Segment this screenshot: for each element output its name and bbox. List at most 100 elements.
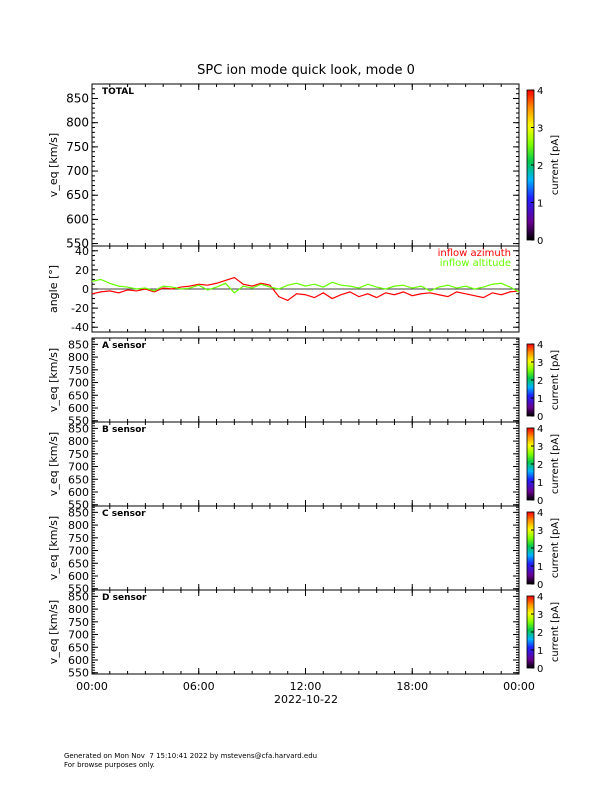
colorbar-tick-label: 0 xyxy=(537,236,543,247)
colorbar-label: current [pA] xyxy=(550,350,561,410)
y-tick-label: 650 xyxy=(68,389,89,402)
y-tick-label: 650 xyxy=(66,188,89,202)
y-tick-label: -40 xyxy=(71,321,89,334)
series-line-inflow-azimuth xyxy=(91,276,520,302)
y-tick-label: 700 xyxy=(66,164,89,178)
colorbar-tick-label: 4 xyxy=(537,508,543,519)
y-tick-label: 20 xyxy=(75,264,89,277)
panel-frame xyxy=(91,589,520,675)
date-label: 2022-10-22 xyxy=(274,693,338,706)
footer-browse-note: For browse purposes only. xyxy=(64,761,155,769)
y-tick-label: 0 xyxy=(82,283,89,296)
y-tick-label: 600 xyxy=(68,570,89,583)
y-axis-label: v_eq [km/s] xyxy=(47,600,60,664)
y-tick-label: 850 xyxy=(68,422,89,435)
y-tick-label: 700 xyxy=(68,461,89,474)
y-tick-label: 550 xyxy=(68,667,89,680)
colorbar-tick-label: 1 xyxy=(537,646,543,657)
colorbar-tick-label: 4 xyxy=(537,340,543,351)
y-tick-label: 550 xyxy=(66,237,89,251)
colorbar-tick-label: 3 xyxy=(537,526,543,537)
y-tick-label: 800 xyxy=(68,603,89,616)
y-tick-label: 750 xyxy=(68,364,89,377)
colorbar-label: current [pA] xyxy=(550,518,561,578)
colorbar-tick-label: 1 xyxy=(537,394,543,405)
y-tick-label: 650 xyxy=(68,641,89,654)
colorbar-tick-label: 1 xyxy=(537,199,543,210)
y-tick-label: 650 xyxy=(68,473,89,486)
x-tick-label: 12:00 xyxy=(290,680,322,693)
colorbar-label: current [pA] xyxy=(550,434,561,494)
y-tick-label: 600 xyxy=(68,654,89,667)
colorbar-tick-label: 3 xyxy=(537,358,543,369)
y-tick-label: 40 xyxy=(75,245,89,258)
y-axis-label: v_eq [km/s] xyxy=(47,516,60,580)
y-tick-label: 600 xyxy=(68,402,89,415)
panel-label: C sensor xyxy=(102,509,146,519)
y-tick-label: 600 xyxy=(66,212,89,226)
colorbar-tick-label: 0 xyxy=(537,496,543,507)
colorbar-tick-label: 2 xyxy=(537,161,543,172)
panel-label: TOTAL xyxy=(102,87,134,97)
colorbar-tick-label: 2 xyxy=(537,460,543,471)
y-tick-label: 550 xyxy=(68,415,89,428)
panel-frame xyxy=(91,337,520,423)
colorbar-tick-label: 3 xyxy=(537,610,543,621)
y-tick-label: 850 xyxy=(68,506,89,519)
colorbar-tick-label: 0 xyxy=(537,412,543,423)
figure-title: SPC ion mode quick look, mode 0 xyxy=(197,63,415,78)
colorbar-tick-label: 4 xyxy=(537,592,543,603)
colorbar-tick-label: 3 xyxy=(537,124,543,135)
y-axis-label: v_eq [km/s] xyxy=(47,432,60,496)
y-tick-label: 750 xyxy=(68,532,89,545)
legend-entry: inflow altitude xyxy=(440,258,511,269)
y-tick-label: 800 xyxy=(68,435,89,448)
y-tick-label: 850 xyxy=(68,590,89,603)
y-tick-label: 850 xyxy=(68,338,89,351)
y-axis-label: v_eq [km/s] xyxy=(47,133,60,197)
colorbar-tick-label: 4 xyxy=(537,86,543,97)
y-tick-label: 600 xyxy=(68,486,89,499)
y-tick-label: 700 xyxy=(68,377,89,390)
y-tick-label: 850 xyxy=(66,92,89,106)
y-tick-label: 750 xyxy=(66,140,89,154)
colorbar-label: current [pA] xyxy=(550,135,561,195)
panel-label: B sensor xyxy=(102,425,146,435)
colorbar-tick-label: 0 xyxy=(537,580,543,591)
colorbar-tick-label: 0 xyxy=(537,664,543,675)
series-line-inflow-altitude xyxy=(91,278,520,294)
panel-angle: -40 -20 0 20 40 angle [°] inflow azimuthinflow… xyxy=(47,245,520,334)
panel-label: D sensor xyxy=(102,593,147,603)
y-tick-label: 800 xyxy=(66,116,89,130)
y-tick-label: 650 xyxy=(68,557,89,570)
colorbar-tick-label: 4 xyxy=(537,424,543,435)
colorbar-tick-label: 1 xyxy=(537,562,543,573)
colorbar-label: current [pA] xyxy=(550,602,561,662)
y-tick-label: 750 xyxy=(68,448,89,461)
colorbar-tick-label: 3 xyxy=(537,442,543,453)
panel-label: A sensor xyxy=(102,341,147,351)
x-tick-label: 06:00 xyxy=(183,680,215,693)
colorbar-tick-label: 1 xyxy=(537,478,543,489)
y-tick-label: 550 xyxy=(68,583,89,596)
panel-frame xyxy=(91,505,520,591)
x-tick-label: 00:00 xyxy=(503,680,535,693)
y-tick-label: 800 xyxy=(68,519,89,532)
y-tick-label: 750 xyxy=(68,616,89,629)
y-tick-label: 800 xyxy=(68,351,89,364)
footer-generated-line: Generated on Mon Nov 7 15:10:41 2022 by … xyxy=(64,752,318,760)
y-tick-label: 700 xyxy=(68,629,89,642)
panel-total: 550 600 650 700 750 800 850 v_eq [km/s] TOTAL 0 1 2… xyxy=(47,83,561,251)
panel-frame xyxy=(91,83,520,247)
panel-frame xyxy=(91,421,520,507)
y-tick-label: -20 xyxy=(71,302,89,315)
colorbar-tick-label: 2 xyxy=(537,544,543,555)
legend-entry: inflow azimuth xyxy=(438,248,511,259)
colorbar-tick-label: 2 xyxy=(537,628,543,639)
y-tick-label: 550 xyxy=(68,499,89,512)
